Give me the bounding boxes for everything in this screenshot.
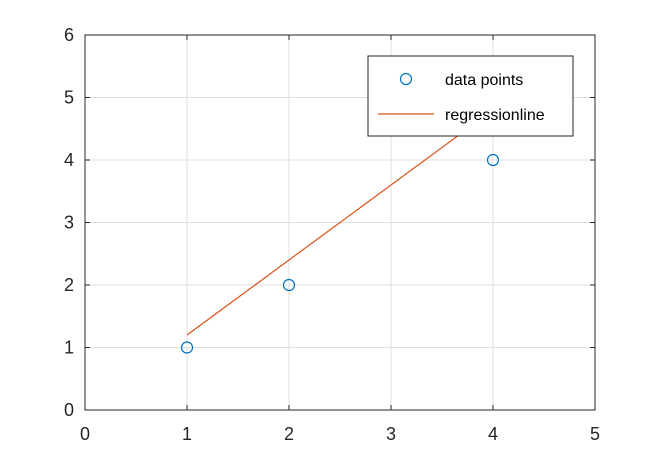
x-tick-label-0: 0	[80, 424, 90, 444]
y-tick-label-6: 6	[64, 25, 74, 45]
legend-marker-data-points	[399, 72, 413, 86]
y-tick-label-2: 2	[64, 275, 74, 295]
legend-label-data-points: data points	[445, 72, 523, 89]
x-tick-label-3: 3	[386, 424, 396, 444]
x-tick-label-1: 1	[182, 424, 192, 444]
y-tick-label-4: 4	[64, 150, 74, 170]
axis-ticks: 0 1 2 3 4 5 0 1 2 3 4 5 6	[64, 25, 600, 444]
y-tick-label-0: 0	[64, 400, 74, 420]
legend-box	[367, 55, 574, 137]
series-line-regressionline	[186, 109, 494, 336]
x-tick-label-5: 5	[590, 424, 600, 444]
x-tick-label-4: 4	[488, 424, 498, 444]
legend-label-regressionline: regressionline	[445, 107, 545, 124]
data-point-2	[282, 278, 296, 292]
data-point-3	[486, 153, 500, 167]
legend: data points regressionline	[367, 55, 574, 137]
y-tick-label-3: 3	[64, 213, 74, 233]
x-tick-label-2: 2	[284, 424, 294, 444]
y-tick-label-1: 1	[64, 338, 74, 358]
data-point-1	[180, 341, 194, 354]
y-tick-label-5: 5	[64, 88, 74, 108]
plot-series	[180, 109, 500, 354]
